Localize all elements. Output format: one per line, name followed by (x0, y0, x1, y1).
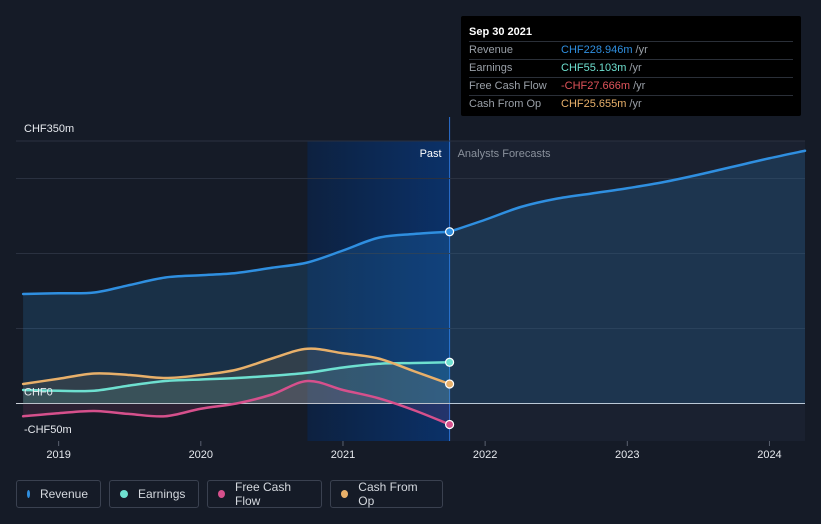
revenue-line (21, 230, 451, 296)
legend-label: Free Cash Flow (234, 480, 292, 508)
forecast-region (449, 141, 805, 441)
tooltip-date: Sep 30 2021 (469, 26, 532, 38)
tooltip-unit: /yr (629, 62, 642, 74)
cash-from-op-line (21, 347, 451, 386)
y-tick-label: CHF0 (24, 387, 53, 399)
free-cash-flow-line (21, 379, 451, 426)
highlight-region (307, 141, 450, 441)
free-cash-flow-end-point (444, 419, 455, 430)
legend-label: Earnings (138, 487, 186, 501)
x-tick-label: 2024 (757, 449, 781, 461)
tooltip-row-earnings: Earnings CHF55.103m /yr (469, 59, 793, 77)
legend-item-free-cash-flow[interactable]: Free Cash Flow (207, 480, 322, 508)
tooltip-value: -CHF27.666m (561, 80, 631, 92)
chart-lines (21, 149, 807, 426)
chart-labels: CHF350m CHF0 -CHF50m 2019 2020 2021 2022 2023 20… (24, 123, 782, 461)
forecast-label: Analysts Forecasts (458, 148, 551, 160)
earnings-area (23, 362, 450, 404)
x-tick-label: 2020 (189, 449, 213, 461)
tooltip: Sep 30 2021 Revenue CHF228.946m /yr Earn… (461, 16, 801, 116)
chart-areas (23, 150, 805, 425)
earnings-end-point (444, 357, 455, 367)
legend-dot-icon (27, 490, 30, 498)
cash-from-op-end-point (444, 379, 455, 389)
revenue-area (23, 231, 450, 404)
tooltip-value: CHF25.655m (561, 98, 627, 110)
tooltip-label: Earnings (469, 62, 513, 74)
legend: Revenue Earnings Free Cash Flow Cash Fro… (16, 480, 443, 508)
revenue-forecast-line (448, 149, 807, 233)
tooltip-value: CHF228.946m (561, 44, 633, 56)
y-tick-label: CHF350m (24, 123, 74, 135)
legend-dot-icon (120, 490, 128, 498)
tooltip-row-revenue: Revenue CHF228.946m /yr (469, 41, 793, 59)
legend-item-earnings[interactable]: Earnings (109, 480, 199, 508)
y-tick-label: -CHF50m (24, 424, 72, 436)
chart-grid (16, 140, 805, 446)
tooltip-label: Cash From Op (469, 98, 542, 110)
earnings-line (21, 361, 451, 393)
legend-item-revenue[interactable]: Revenue (16, 480, 101, 508)
x-tick-label: 2019 (46, 449, 70, 461)
legend-item-cash-from-op[interactable]: Cash From Op (330, 480, 443, 508)
tooltip-row-cash-from-op: Cash From Op CHF25.655m /yr (469, 95, 793, 113)
x-tick-label: 2023 (615, 449, 639, 461)
chart-end-points (444, 227, 455, 430)
revenue-end-point (444, 227, 455, 237)
legend-label: Cash From Op (358, 480, 418, 508)
legend-label: Revenue (39, 487, 88, 501)
x-tick-label: 2022 (473, 449, 497, 461)
x-tick-label: 2021 (331, 449, 355, 461)
tooltip-unit: /yr (629, 98, 642, 110)
past-label: Past (420, 148, 442, 160)
tooltip-row-free-cash-flow: Free Cash Flow -CHF27.666m /yr (469, 77, 793, 95)
chart-background (16, 117, 805, 441)
tooltip-label: Revenue (469, 44, 514, 56)
legend-dot-icon (218, 490, 225, 498)
revenue-forecast-area (449, 150, 805, 404)
tooltip-label: Free Cash Flow (469, 80, 547, 92)
tooltip-value: CHF55.103m (561, 62, 627, 74)
tooltip-unit: /yr (635, 44, 648, 56)
tooltip-unit: /yr (633, 80, 646, 92)
legend-dot-icon (341, 490, 349, 498)
